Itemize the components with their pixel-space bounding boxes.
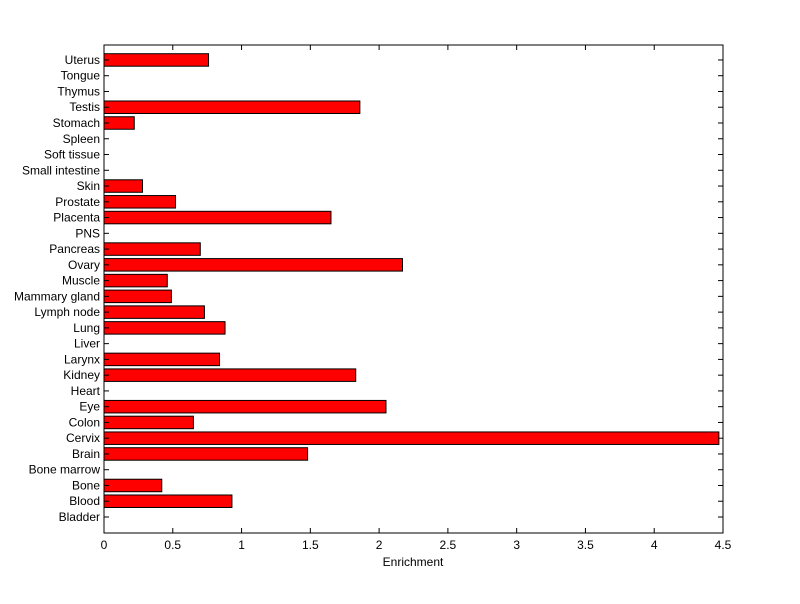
y-tick-label: Bladder	[59, 510, 100, 524]
x-tick-label: 0.5	[164, 538, 181, 552]
y-tick-label: Stomach	[53, 116, 100, 130]
bar-uterus	[103, 53, 210, 67]
y-tick-label: Prostate	[55, 195, 100, 209]
x-axis-label: Enrichment	[383, 555, 444, 569]
y-tick-label: Eye	[79, 400, 100, 414]
y-tick-label: Placenta	[53, 211, 100, 225]
y-tick-label: Colon	[69, 415, 100, 429]
y-tick-label: Brain	[72, 447, 100, 461]
y-tick-label: Testis	[69, 100, 100, 114]
y-tick-label: Mammary gland	[14, 289, 100, 303]
bar-prostate	[103, 195, 177, 209]
plot-area-frame	[103, 44, 724, 534]
y-tick-label: Skin	[77, 179, 100, 193]
bar-blood	[103, 494, 233, 508]
y-tick-label: Lymph node	[34, 305, 100, 319]
bar-skin	[103, 179, 144, 193]
y-tick-label: Larynx	[64, 352, 100, 366]
y-tick-label: Uterus	[65, 53, 100, 67]
bar-eye	[103, 399, 387, 414]
y-tick-label: Muscle	[62, 274, 100, 288]
bar-ovary	[103, 258, 403, 272]
x-tick-label: 2	[376, 538, 383, 552]
x-tick-label: 0	[101, 538, 108, 552]
y-tick-label: Heart	[71, 384, 101, 398]
y-tick-label: Small intestine	[22, 163, 100, 177]
y-tick-label: Ovary	[68, 258, 100, 272]
bar-cervix	[103, 431, 720, 445]
x-tick-label: 3.5	[577, 538, 594, 552]
bar-kidney	[103, 368, 357, 382]
y-tick-label: Kidney	[63, 368, 100, 382]
x-tick-label: 1.5	[302, 538, 319, 552]
x-tick-label: 2.5	[440, 538, 457, 552]
y-tick-label: Bone marrow	[29, 463, 101, 477]
bar-colon	[103, 415, 194, 430]
y-tick-label: Liver	[74, 337, 100, 351]
ticks-group	[103, 45, 724, 533]
y-tick-label: Blood	[69, 494, 100, 508]
bar-muscle	[103, 273, 168, 288]
bar-lymph-node	[103, 305, 205, 319]
x-tick-label: 3	[513, 538, 520, 552]
bars-group	[103, 53, 720, 508]
bar-placenta	[103, 210, 332, 225]
x-tick-label: 1	[238, 538, 245, 552]
y-tick-label: Spleen	[63, 132, 100, 146]
y-tick-label: Pancreas	[49, 242, 100, 256]
bar-brain	[103, 447, 309, 461]
bar-mammary-gland	[103, 289, 172, 304]
y-tick-label: Tongue	[61, 69, 101, 83]
y-tick-label: PNS	[75, 226, 100, 240]
bar-pancreas	[103, 242, 201, 256]
y-tick-label: Bone	[72, 478, 100, 492]
bar-lung	[103, 321, 226, 335]
x-tick-label: 4	[651, 538, 658, 552]
x-tick-label: 4.5	[715, 538, 732, 552]
y-tick-label: Thymus	[57, 84, 100, 98]
y-tick-label: Soft tissue	[44, 148, 100, 162]
bar-bone	[103, 478, 163, 493]
y-tick-label: Lung	[73, 321, 100, 335]
bar-larynx	[103, 352, 221, 367]
y-tick-label: Cervix	[66, 431, 100, 445]
bar-testis	[103, 100, 361, 114]
